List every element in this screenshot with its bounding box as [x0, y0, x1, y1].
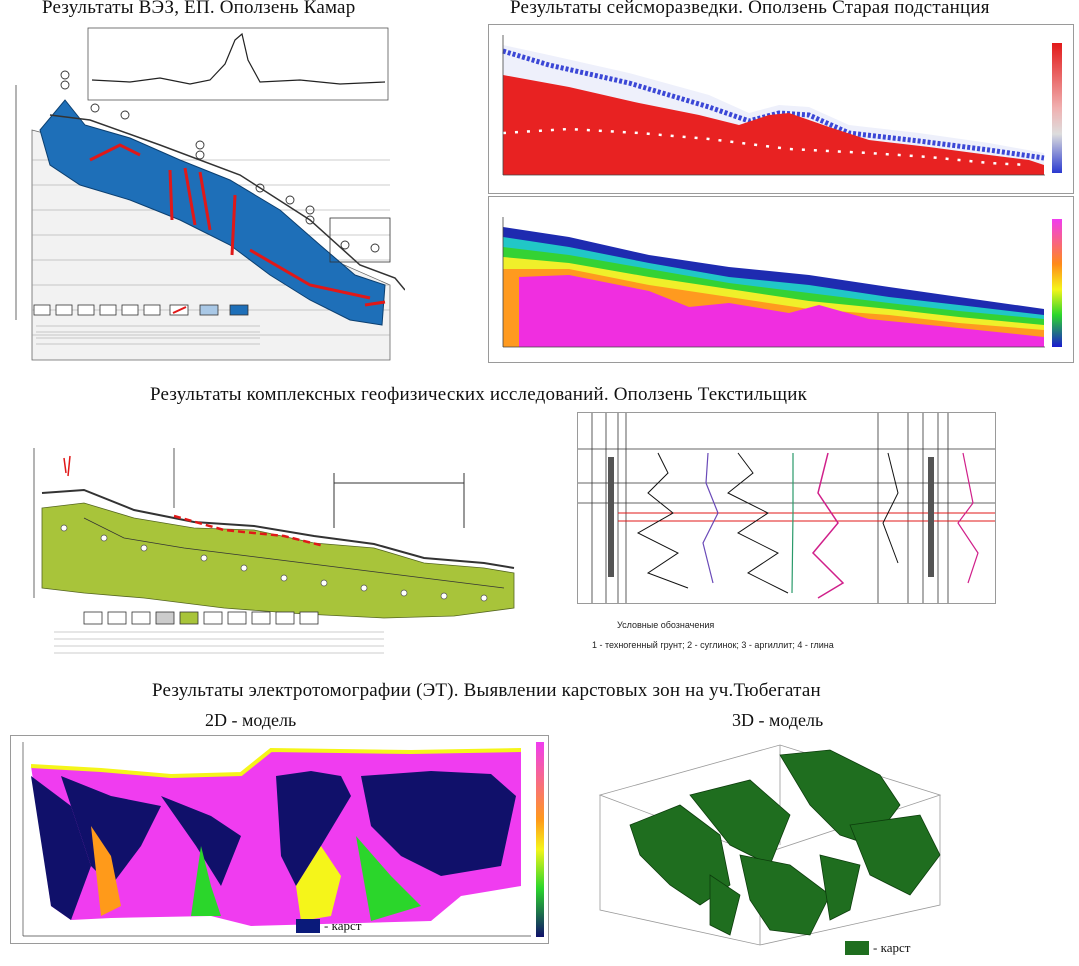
seismic-refraction-svg — [502, 217, 1062, 348]
seismic-velocity-svg — [502, 35, 1062, 176]
well-log-svg — [578, 413, 995, 603]
et-2d-model — [10, 735, 549, 944]
et-3d-svg — [598, 744, 942, 946]
et-3d-model — [590, 735, 1060, 957]
ves-section-figure — [10, 20, 405, 365]
legend-2d-label: - карст — [324, 918, 362, 933]
legend-2d: - карст — [296, 918, 361, 934]
seismic-section-top — [488, 24, 1074, 194]
title-complex: Результаты комплексных геофизических исс… — [150, 384, 808, 405]
legend-3d-label: - карст — [873, 940, 911, 955]
complex-section-svg — [33, 448, 515, 654]
complex-section-figure — [24, 418, 524, 658]
well-log-legend-title: Условные обозначения — [617, 620, 715, 630]
karst-swatch-green — [845, 941, 869, 955]
well-log-figure — [577, 412, 996, 604]
model-3d-label: 3D - модель — [732, 710, 824, 730]
model-2d-label: 2D - модель — [205, 710, 297, 730]
karst-swatch-navy — [296, 919, 320, 933]
ves-clay-body — [39, 99, 386, 326]
title-seismic: Результаты сейсморазведки. Оползень Стар… — [510, 0, 990, 18]
et-2d-svg — [22, 742, 544, 937]
ves-section-svg — [15, 27, 405, 361]
title-ves: Результаты ВЭЗ, ЕП. Оползень Камар — [42, 0, 356, 18]
title-et: Результаты электротомографии (ЭТ). Выявл… — [152, 680, 821, 701]
seismic-section-bottom — [488, 196, 1074, 363]
legend-3d: - карст — [845, 940, 910, 956]
well-log-note: 1 - техногенный грунт; 2 - суглинок; 3 -… — [592, 640, 834, 650]
